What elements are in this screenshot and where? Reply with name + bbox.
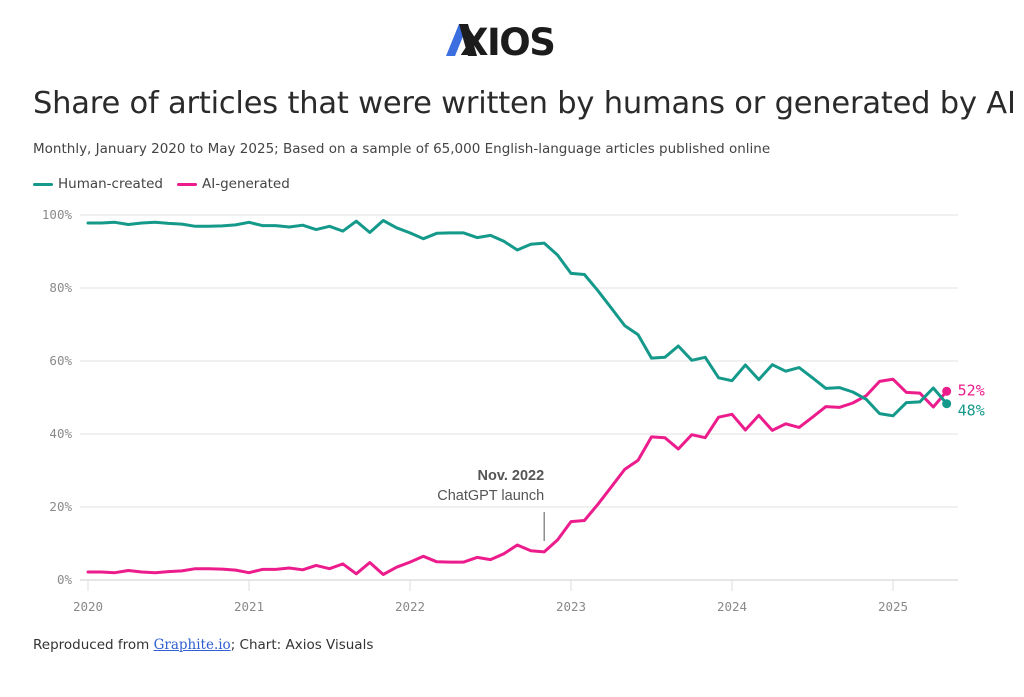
legend-swatch-ai [176,182,197,186]
y-tick-label: 60% [49,353,72,368]
annotation-date: Nov. 2022 [478,468,545,484]
chart-title: Share of articles that were written by h… [33,86,1016,121]
y-tick-label: 100% [42,207,73,222]
series-end-label: 48% [958,402,985,420]
axios-logo-mark: XIOS [446,22,556,58]
chart-subtitle: Monthly, January 2020 to May 2025; Based… [33,141,771,157]
series-line-ai-generated [86,377,949,576]
x-tick-label: 2025 [878,599,908,614]
series-end-dot [942,399,952,409]
x-tick-label: 2024 [717,599,747,614]
logo-a-right-stroke [459,24,477,56]
x-tick-label: 2022 [395,599,425,614]
legend-item-human: Human-created [33,176,163,192]
logo-wordmark: XIOS [460,22,554,58]
y-tick-label: 80% [49,280,72,295]
y-tick-label: 0% [57,572,73,587]
line-chart: 0% 20% 40% 60% 80% 100% 2020 2021 2022 2023 2024 20… [42,207,985,614]
legend-item-ai: AI-generated [176,176,290,192]
x-tick-label: 2023 [556,599,586,614]
annotation-text: ChatGPT launch [437,488,544,504]
legend: Human-created AI-generated [33,176,290,192]
legend-label-ai: AI-generated [201,176,290,192]
legend-label-human: Human-created [58,176,163,192]
axios-logo: XIOS [0,22,1024,63]
source-suffix: ; Chart: Axios Visuals [230,637,374,653]
source-note: Reproduced from Graphite.io; Chart: Axio… [33,637,373,653]
source-link[interactable]: Graphite.io [153,637,231,653]
series-line-human-created [86,219,949,418]
y-tick-label: 20% [49,499,72,514]
series-end-label: 52% [958,381,985,399]
series-end-dot [942,386,952,396]
legend-swatch-human [33,182,53,186]
x-tick-label: 2021 [234,599,264,614]
source-prefix: Reproduced from [33,637,154,653]
y-tick-label: 40% [49,426,72,441]
x-tick-label: 2020 [73,599,103,614]
